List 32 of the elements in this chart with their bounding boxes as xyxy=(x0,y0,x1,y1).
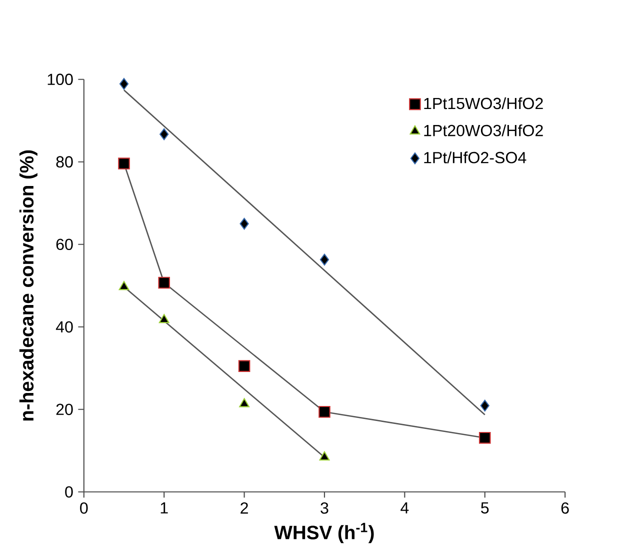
point xyxy=(318,406,330,418)
x-tick-label: 4 xyxy=(400,502,409,514)
point xyxy=(239,398,250,408)
y-tick-label: 20 xyxy=(56,404,73,416)
y-axis-title: n-hexadecane conversion (%) xyxy=(19,150,38,421)
x-tick-label: 3 xyxy=(320,502,328,514)
point xyxy=(118,281,130,290)
point xyxy=(118,158,130,170)
x-tick-label: 0 xyxy=(80,502,88,514)
point xyxy=(478,432,491,444)
point xyxy=(158,276,170,289)
point xyxy=(240,218,249,230)
point xyxy=(160,128,169,140)
point xyxy=(319,451,330,461)
point xyxy=(480,400,490,412)
y-tick-label: 100 xyxy=(48,74,73,86)
point xyxy=(320,254,330,266)
y-tick-label: 80 xyxy=(56,156,73,168)
x-tick-label: 2 xyxy=(240,502,248,514)
legend-label: 1Pt20WO3/HfO2 xyxy=(424,124,543,136)
x-tick-label: 5 xyxy=(481,502,489,514)
point xyxy=(238,360,250,372)
legend-label: 1Pt15WO3/HfO2 xyxy=(424,97,543,110)
point xyxy=(119,78,129,90)
y-tick-label: 60 xyxy=(56,238,73,250)
x-tick-label: 1 xyxy=(160,502,168,514)
point xyxy=(158,314,170,324)
x-axis-title: WHSV (h$^{-1}$) xyxy=(274,522,374,544)
legend-label: 1Pt/HfO2-SO4 xyxy=(424,152,526,164)
x-tick-label: 6 xyxy=(561,502,569,514)
y-tick-label: 40 xyxy=(56,321,73,333)
y-tick-label: 0 xyxy=(65,486,73,498)
